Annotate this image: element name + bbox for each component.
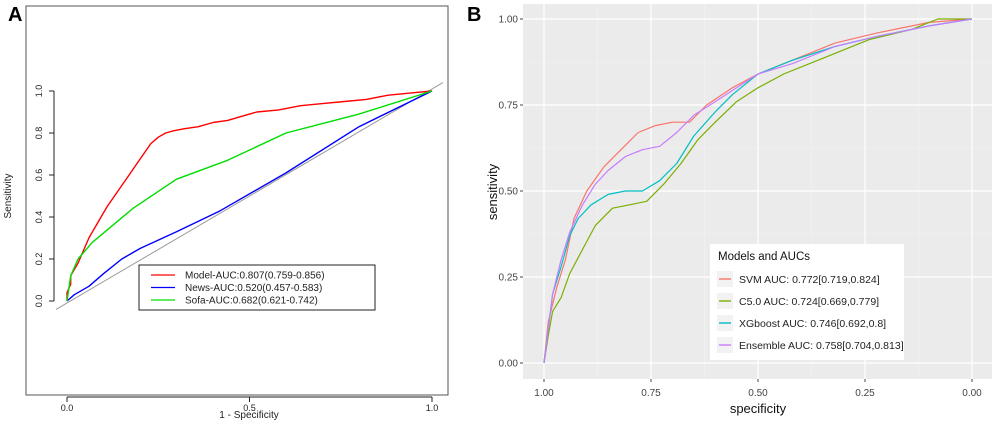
panel-a-legend-box bbox=[138, 264, 376, 311]
panel-a-plot-frame bbox=[25, 5, 449, 396]
panel-a-y-axis-title: Sensitivity bbox=[3, 173, 14, 218]
panel-a-y-tick-label: 1.0 bbox=[34, 85, 44, 98]
panel-b: B 1.00 0.75 0.50 0.25 0.000.000.250.500.751.… bbox=[467, 4, 992, 416]
panel-a-series-line-news bbox=[66, 90, 433, 302]
panel-b-y-tick-label: 0.00 bbox=[499, 359, 519, 370]
panel-b-x-tick-label: 0.75 bbox=[641, 388, 661, 399]
panel-b-label: B bbox=[467, 4, 481, 26]
panel-a-legend-label: News-AUC:0.520(0.457-0.583) bbox=[185, 283, 322, 294]
panel-a-series-line-sofa bbox=[66, 90, 433, 302]
panel-a-legend-label: Sofa-AUC:0.682(0.621-0.742) bbox=[185, 296, 318, 307]
panel-b-y-tick-label: 0.25 bbox=[499, 273, 519, 284]
panel-a-diagonal-reference bbox=[55, 82, 444, 310]
panel-a-x-axis-title: 1 - Specificity bbox=[219, 410, 278, 421]
panel-a-y-tick-label: 0.8 bbox=[34, 127, 44, 140]
panel-b-series-line-svm bbox=[543, 18, 973, 364]
panel-a-x-tick-label: 1.0 bbox=[426, 403, 439, 413]
panel-b-x-tick-label: 0.50 bbox=[748, 388, 768, 399]
panel-a-y-tick-label: 0.4 bbox=[34, 211, 44, 224]
panel-b-legend-label: C5.0 AUC: 0.724[0.669,0.779] bbox=[739, 296, 879, 308]
panel-a-x-tick-label: 0.0 bbox=[61, 403, 74, 413]
panel-b-series-line-ensemble bbox=[543, 18, 973, 364]
panel-a-series-group bbox=[66, 90, 433, 302]
panel-a-y-tick-label: 0.0 bbox=[34, 295, 44, 308]
panel-a-y-tick-label: 0.2 bbox=[34, 253, 44, 266]
panel-b-series-group bbox=[543, 18, 973, 364]
panel-a-axes: 0.0 0.5 1.0 0.0 0.2 0.4 0.6 0.8 1.0 bbox=[34, 85, 438, 413]
panel-b-legend-label: Ensemble AUC: 0.758[0.704,0.813] bbox=[739, 340, 904, 352]
panel-a-y-tick-label: 0.6 bbox=[34, 169, 44, 182]
panel-b-x-axis-title: specificity bbox=[730, 401, 787, 416]
panel-b-y-axis-title: sensitivity bbox=[485, 163, 500, 220]
panel-b-series-line-c5-0 bbox=[543, 18, 972, 364]
panel-b-axes: 1.00 0.75 0.50 0.25 0.00 0.00 0.25 0.50 0.75 1.00 bbox=[499, 15, 983, 400]
panel-b-legend-label: XGboost AUC: 0.746[0.692,0.8] bbox=[739, 318, 886, 330]
panel-b-series-line-xgboost bbox=[543, 18, 973, 364]
panel-b-y-tick-label: 0.75 bbox=[499, 101, 519, 112]
panel-b-legend-label: SVM AUC: 0.772[0.719,0.824] bbox=[739, 274, 880, 286]
panel-b-x-tick-label: 1.00 bbox=[534, 388, 554, 399]
panel-b-y-tick-label: 0.50 bbox=[499, 187, 519, 198]
panel-b-x-tick-label: 0.00 bbox=[962, 388, 982, 399]
panel-a-legend-label: Model-AUC:0.807(0.759-0.856) bbox=[185, 271, 325, 282]
panel-b-legend-title: Models and AUCs bbox=[718, 251, 810, 263]
panel-b-y-tick-label: 1.00 bbox=[499, 15, 519, 26]
panel-a-legend: Model-AUC:0.807(0.759-0.856)News-AUC:0.5… bbox=[138, 264, 376, 311]
panel-a-label: A bbox=[8, 4, 22, 26]
panel-b-legend: Models and AUCs SVM AUC: 0.772[0.719,0.82… bbox=[710, 244, 904, 360]
panel-a: A 0.0 0.5 1.0 0.0 0.2 0.4 0.6 0.8 1.0 1 - Specif… bbox=[3, 4, 449, 421]
panel-b-legend-box bbox=[710, 244, 904, 360]
panel-b-x-tick-label: 0.25 bbox=[855, 388, 875, 399]
panel-a-reference-line bbox=[55, 82, 444, 310]
panel-a-x-tick-label: 0.5 bbox=[243, 403, 256, 413]
